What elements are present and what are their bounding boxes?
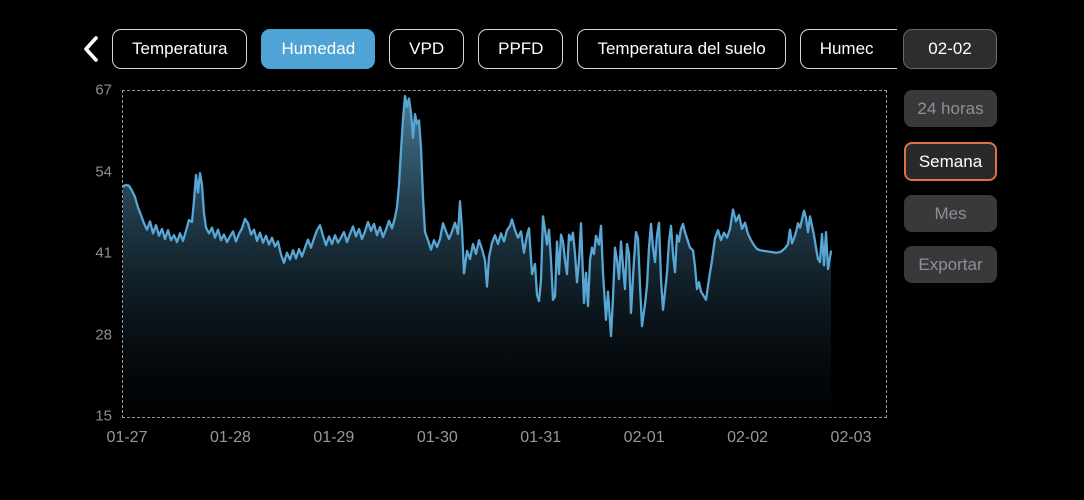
range-button-semana[interactable]: Semana bbox=[904, 142, 997, 181]
x-tick: 02-01 bbox=[623, 429, 665, 446]
tab-temperatura[interactable]: Temperatura bbox=[112, 29, 248, 69]
x-tick: 02-02 bbox=[727, 429, 769, 446]
chart-area-fill bbox=[123, 96, 831, 417]
tab-temperatura-del-suelo[interactable]: Temperatura del suelo bbox=[577, 29, 786, 69]
chevron-left-icon bbox=[84, 36, 98, 62]
tab-bar: Temperatura Humedad VPD PPFD Temperatura del… bbox=[112, 29, 897, 69]
humidity-area-chart bbox=[123, 94, 833, 417]
x-tick: 01-31 bbox=[520, 429, 562, 446]
range-button-label: Mes bbox=[934, 203, 967, 223]
tab-ppfd[interactable]: PPFD bbox=[478, 29, 564, 69]
date-button[interactable]: 02-02 bbox=[903, 29, 997, 69]
x-tick: 01-30 bbox=[416, 429, 458, 446]
range-button-mes[interactable]: Mes bbox=[904, 195, 997, 232]
range-button-exportar[interactable]: Exportar bbox=[904, 246, 997, 283]
x-tick: 01-28 bbox=[209, 429, 251, 446]
tab-label: Humec bbox=[819, 39, 874, 58]
range-button-label: Semana bbox=[918, 151, 983, 171]
y-tick: 54 bbox=[95, 163, 112, 180]
tab-label: Humedad bbox=[281, 39, 356, 58]
range-button-label: Exportar bbox=[918, 254, 983, 274]
range-button-label: 24 horas bbox=[917, 98, 984, 118]
tab-label: PPFD bbox=[498, 39, 544, 58]
y-tick: 67 bbox=[95, 81, 112, 99]
x-tick: 01-27 bbox=[106, 429, 148, 446]
back-button[interactable] bbox=[74, 30, 108, 68]
tab-label: VPD bbox=[409, 39, 445, 58]
x-tick: 01-29 bbox=[313, 429, 355, 446]
chart-line bbox=[123, 94, 833, 338]
y-tick: 41 bbox=[95, 244, 112, 262]
tab-label: Temperatura bbox=[132, 39, 228, 58]
tab-humedad-suelo[interactable]: Humec bbox=[799, 29, 897, 69]
chart-plot-area[interactable] bbox=[122, 90, 887, 418]
tab-vpd[interactable]: VPD bbox=[389, 29, 465, 69]
tab-humedad[interactable]: Humedad bbox=[261, 29, 376, 69]
x-tick: 02-03 bbox=[830, 429, 872, 446]
y-tick: 28 bbox=[95, 326, 112, 343]
tab-label: Temperatura del suelo bbox=[597, 39, 766, 58]
range-button-24-horas[interactable]: 24 horas bbox=[904, 90, 997, 127]
y-tick: 15 bbox=[95, 407, 112, 425]
